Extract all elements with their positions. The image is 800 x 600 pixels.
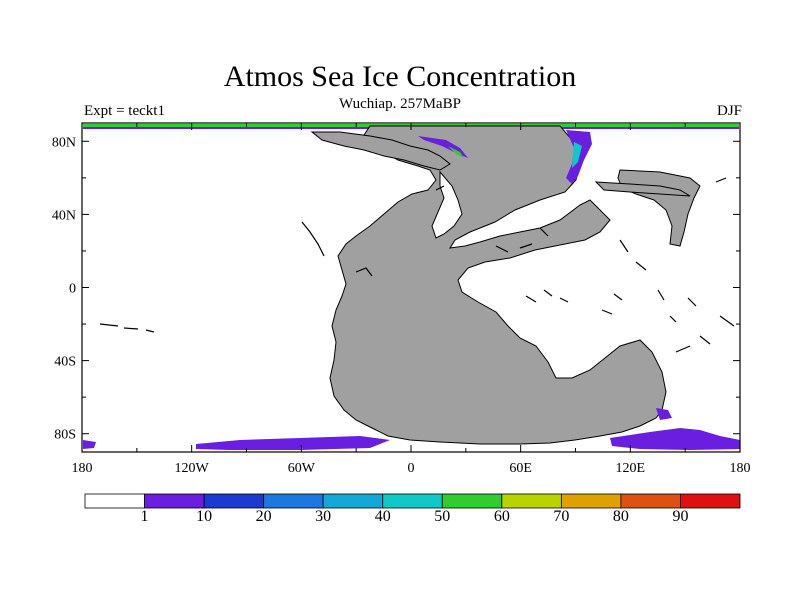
y-tick-label: 80N	[52, 135, 76, 150]
y-tick-label: 40S	[54, 355, 76, 370]
colorbar-label: 90	[672, 508, 689, 525]
western-landmass	[310, 131, 451, 171]
colorbar-swatch	[680, 493, 741, 509]
colorbar-swatch	[620, 493, 681, 509]
x-tick-label: 180	[730, 461, 751, 476]
colorbar-swatch	[501, 493, 562, 509]
colorbar-swatch	[263, 493, 324, 509]
season-label: DJF	[716, 103, 742, 119]
x-tick-label: 120E	[616, 461, 646, 476]
east-asia-strip	[594, 181, 691, 197]
colorbar-label: 40	[374, 508, 391, 525]
y-tick-label: 40N	[52, 208, 76, 223]
experiment-label: Expt = teckt1	[84, 103, 165, 119]
map-subtitle: Wuchiap. 257MaBP	[339, 96, 461, 112]
x-tick-label: 180	[72, 461, 93, 476]
colorbar-label: 50	[434, 508, 451, 525]
south-ice-west	[196, 436, 390, 450]
north-ice-west-inner	[448, 146, 464, 158]
colorbar-swatch	[441, 493, 503, 509]
northern-sea	[431, 170, 463, 239]
y-tick-label: 0	[69, 282, 76, 297]
south-ice-east	[610, 428, 740, 450]
north-ice-east-inner	[572, 142, 582, 168]
x-tick-label: 120W	[175, 461, 210, 476]
colorbar-label: 70	[553, 508, 570, 525]
colorbar-swatch	[560, 493, 622, 509]
colorbar-swatch	[382, 493, 443, 509]
colorbar-swatch	[203, 493, 265, 509]
colorbar-swatch	[84, 493, 145, 509]
y-tick-label: 80S	[54, 428, 76, 443]
colorbar-swatch	[322, 493, 384, 509]
south-ice-small	[656, 408, 672, 420]
pangea-landmass	[329, 125, 667, 445]
x-tick-label: 60W	[288, 461, 316, 476]
colorbar-label: 30	[315, 508, 332, 525]
colorbar-label: 1	[140, 508, 149, 525]
colorbar-swatch	[144, 493, 205, 509]
colorbar-label: 60	[493, 508, 510, 525]
map-title: Atmos Sea Ice Concentration	[223, 60, 577, 93]
x-tick-label: 0	[408, 461, 415, 476]
south-ice-far-west	[83, 440, 96, 449]
colorbar-label: 20	[255, 508, 272, 525]
colorbar	[84, 493, 741, 509]
x-tick-label: 60E	[509, 461, 532, 476]
colorbar-label: 80	[612, 508, 629, 525]
colorbar-label: 10	[196, 508, 213, 525]
axis-ticks: 180 120W 60W 0 60E 120E 180 80N 40N 0 40S 80S	[52, 123, 751, 476]
coastline-fragments	[99, 177, 735, 353]
